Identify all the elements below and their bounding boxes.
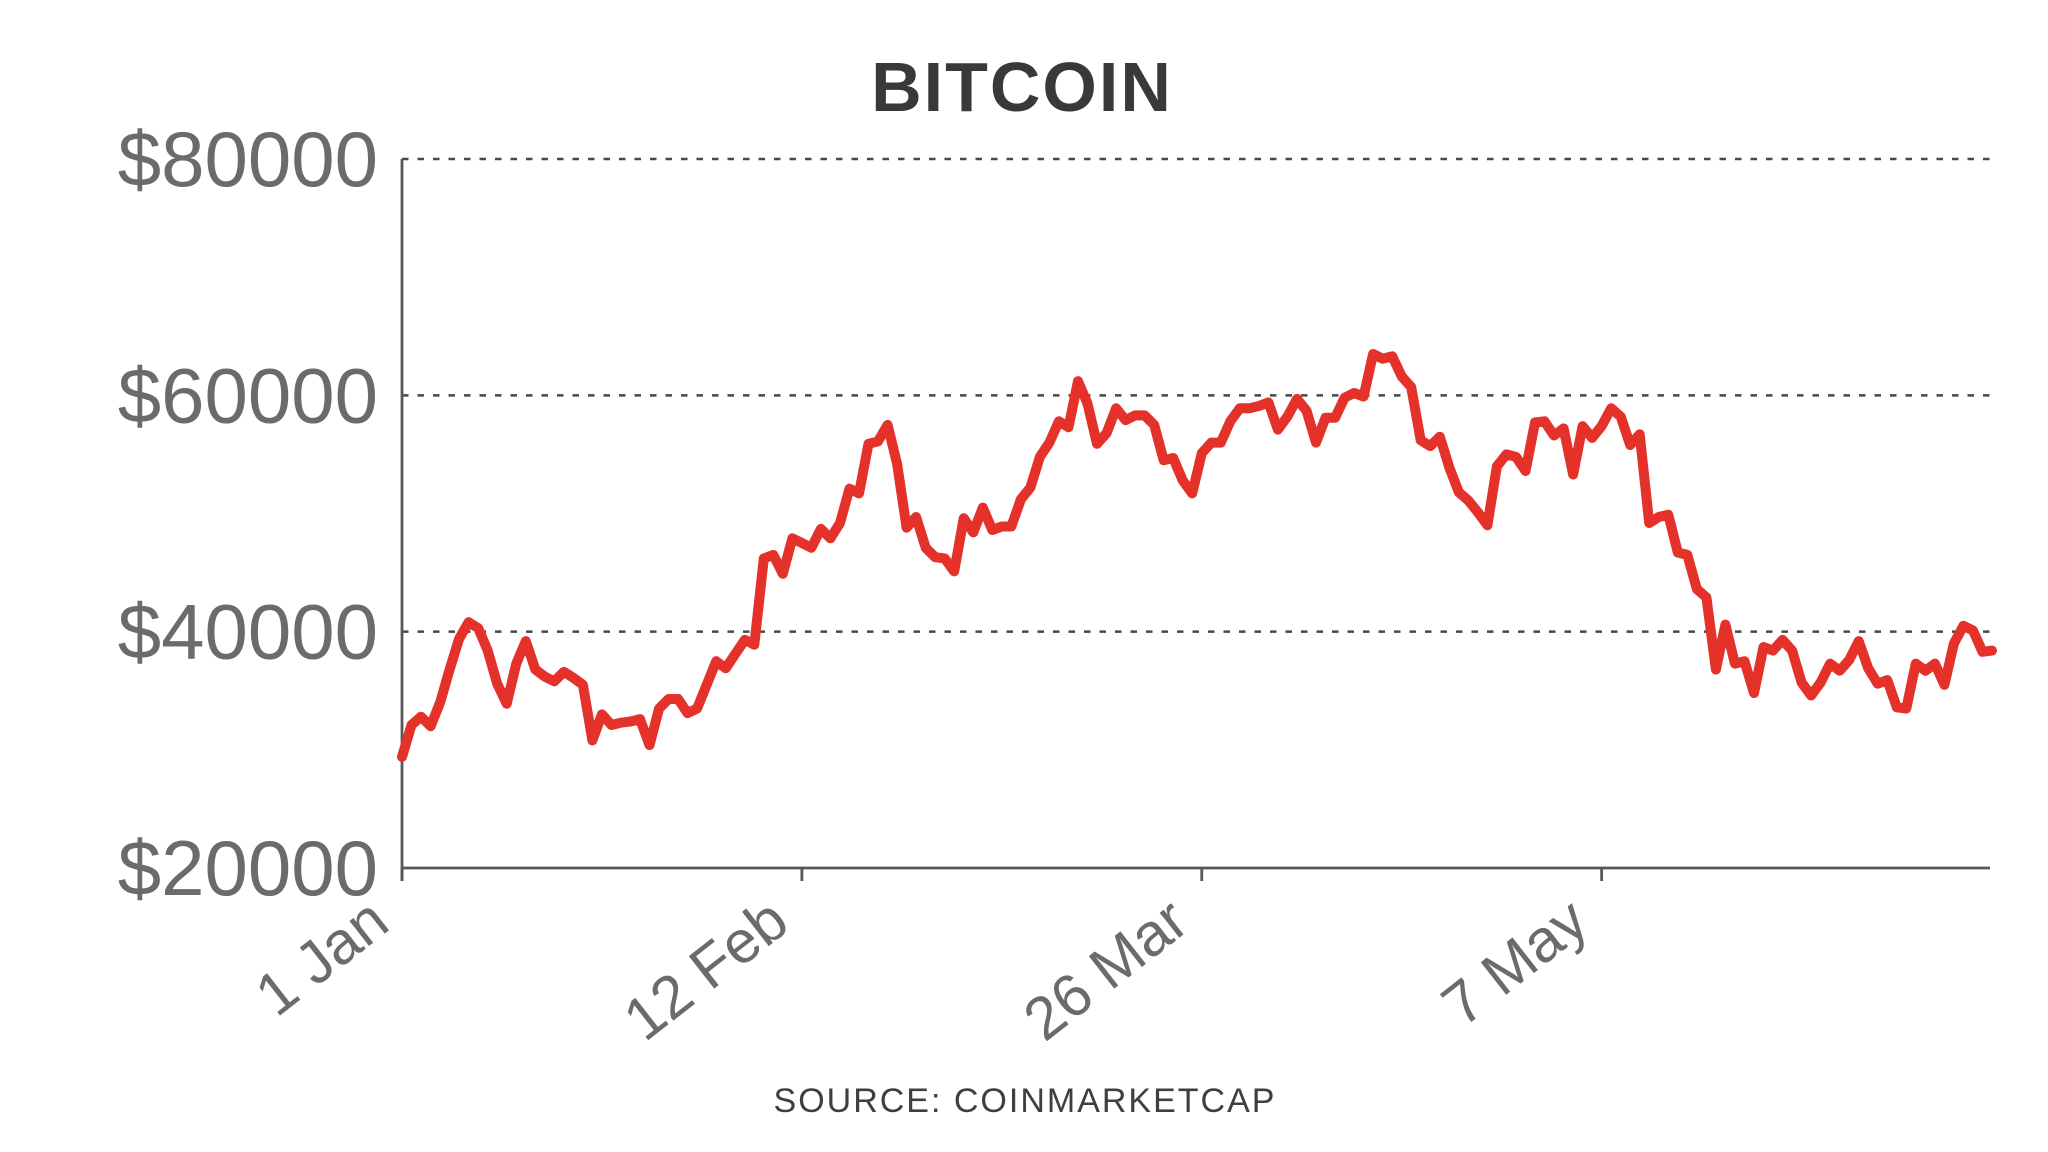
- x-axis-tick-label: 12 Feb: [611, 885, 799, 1053]
- y-axis-tick-label: $60000: [118, 351, 378, 439]
- price-line-series: [397, 349, 1997, 762]
- y-axis-tick-label: $80000: [118, 115, 378, 203]
- y-axis-tick-label: $20000: [118, 824, 378, 912]
- source-label: SOURCE: COINMARKETCAP: [773, 1082, 1277, 1120]
- chart-title: BITCOIN: [871, 48, 1173, 126]
- x-axis-tick-label: 7 May: [1430, 885, 1600, 1038]
- x-axis-tick-label: 26 Mar: [1011, 885, 1199, 1053]
- y-axis-tick-label: $40000: [118, 588, 378, 676]
